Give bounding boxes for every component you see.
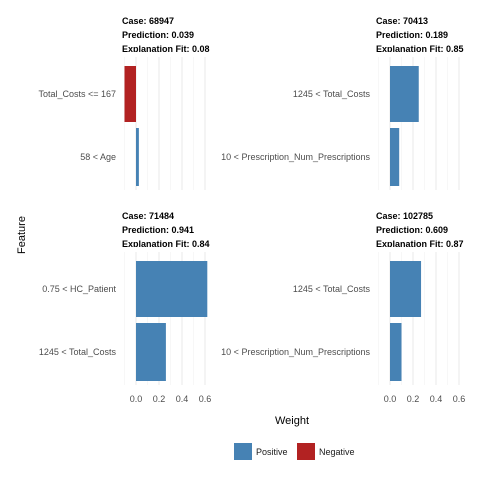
x-tick-label: 0.0 xyxy=(384,394,397,404)
bar-positive xyxy=(390,323,402,381)
fit-label: Explanation Fit: 0.08 xyxy=(122,44,210,54)
legend-swatch-negative xyxy=(297,443,315,460)
y-tick-label: 1245 < Total_Costs xyxy=(293,89,371,99)
fit-label: Explanation Fit: 0.85 xyxy=(376,44,464,54)
y-tick-label: 10 < Prescription_Num_Prescriptions xyxy=(221,347,370,357)
legend-label-positive: Positive xyxy=(256,447,288,457)
x-tick-label: 0.2 xyxy=(153,394,166,404)
bar-positive xyxy=(136,323,166,381)
facet-panel-3: Case: 71484 Prediction: 0.941 Explanation … xyxy=(39,211,211,404)
case-label: Case: 70413 xyxy=(376,16,428,26)
panel-header: Case: 102785 Prediction: 0.609 Explanation… xyxy=(376,211,464,249)
panel-header: Case: 70413 Prediction: 0.189 Explanation … xyxy=(376,16,464,54)
x-tick-label: 0.2 xyxy=(407,394,420,404)
x-tick-label: 0.4 xyxy=(430,394,443,404)
panel-header: Case: 68947 Prediction: 0.039 Explanation … xyxy=(122,16,210,54)
prediction-label: Prediction: 0.609 xyxy=(376,225,448,235)
bars xyxy=(125,66,139,186)
facet-panel-4: Case: 102785 Prediction: 0.609 Explanation… xyxy=(221,211,465,404)
y-tick-label: Total_Costs <= 167 xyxy=(38,89,116,99)
fit-label: Explanation Fit: 0.87 xyxy=(376,239,464,249)
facet-panels: Case: 68947 Prediction: 0.039 Explanation … xyxy=(38,16,465,404)
y-tick-label: 0.75 < HC_Patient xyxy=(42,284,116,294)
y-tick-label: 58 < Age xyxy=(80,152,116,162)
bars xyxy=(390,66,419,186)
prediction-label: Prediction: 0.039 xyxy=(122,30,194,40)
facet-panel-2: Case: 70413 Prediction: 0.189 Explanation … xyxy=(221,16,463,190)
x-tick-label: 0.6 xyxy=(199,394,212,404)
fit-label: Explanation Fit: 0.84 xyxy=(122,239,210,249)
legend-label-negative: Negative xyxy=(319,447,355,457)
bar-positive xyxy=(136,128,139,186)
x-axis-label: Weight xyxy=(275,415,309,427)
bar-positive xyxy=(390,66,419,122)
x-tick-label: 0.6 xyxy=(453,394,466,404)
case-label: Case: 71484 xyxy=(122,211,174,221)
legend: Positive Negative xyxy=(234,443,355,460)
prediction-label: Prediction: 0.189 xyxy=(376,30,448,40)
panel-header: Case: 71484 Prediction: 0.941 Explanation … xyxy=(122,211,210,249)
bar-positive xyxy=(136,261,207,317)
y-tick-label: 10 < Prescription_Num_Prescriptions xyxy=(221,152,370,162)
bar-negative xyxy=(125,66,137,122)
y-axis-label: Feature xyxy=(16,216,28,254)
x-tick-label: 0.4 xyxy=(176,394,189,404)
bars xyxy=(390,261,421,381)
facet-panel-1: Case: 68947 Prediction: 0.039 Explanation … xyxy=(38,16,209,190)
case-label: Case: 68947 xyxy=(122,16,174,26)
bar-positive xyxy=(390,128,399,186)
legend-swatch-positive xyxy=(234,443,252,460)
bars xyxy=(136,261,207,381)
case-label: Case: 102785 xyxy=(376,211,433,221)
y-tick-label: 1245 < Total_Costs xyxy=(293,284,371,294)
prediction-label: Prediction: 0.941 xyxy=(122,225,194,235)
x-tick-label: 0.0 xyxy=(130,394,143,404)
bar-positive xyxy=(390,261,421,317)
y-tick-label: 1245 < Total_Costs xyxy=(39,347,117,357)
